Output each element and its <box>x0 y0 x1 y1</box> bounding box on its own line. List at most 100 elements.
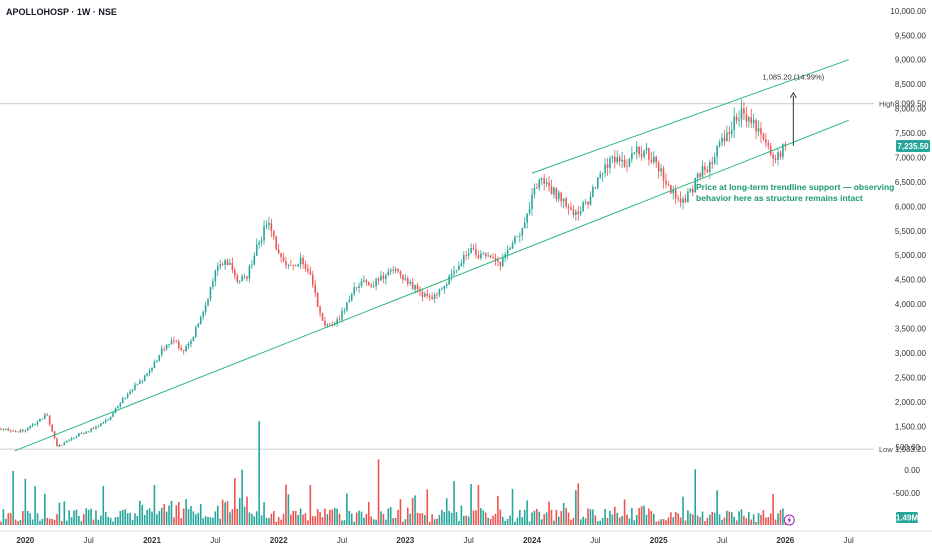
volume-bar <box>224 502 226 525</box>
volume-bar <box>117 516 119 525</box>
candle-body <box>226 260 229 265</box>
candle-body <box>380 275 382 281</box>
volume-bar <box>280 519 282 525</box>
volume-bar <box>599 520 602 525</box>
candle-body <box>58 445 61 447</box>
candle-body <box>216 266 219 271</box>
volume-bar <box>670 512 672 525</box>
volume-bar <box>61 520 63 525</box>
candle-body <box>655 156 658 163</box>
volume-bar <box>297 515 299 525</box>
volume-bar <box>277 517 280 525</box>
candle-body <box>304 264 307 269</box>
time-tick-label: 2026 <box>776 536 794 545</box>
lightning-glyph <box>787 516 792 524</box>
volume-bar <box>82 514 85 525</box>
candle-body <box>765 139 767 143</box>
candle-body <box>718 142 721 147</box>
volume-bar <box>265 517 268 525</box>
candle-body <box>246 276 248 279</box>
volume-bar <box>275 521 278 525</box>
candle-body <box>774 158 777 160</box>
candle-body <box>704 166 706 170</box>
price-tick-label: 2,500.00 <box>895 373 927 382</box>
grid-layer <box>0 103 874 450</box>
volume-bar <box>421 513 424 525</box>
volume-bar <box>645 514 648 525</box>
volume-bar <box>701 511 704 525</box>
volume-bar <box>767 517 770 525</box>
candle-body <box>97 426 100 427</box>
candle-body <box>219 264 222 267</box>
price-tick-label: 9,500.00 <box>895 31 927 40</box>
candle-body <box>280 253 282 258</box>
candle-body <box>107 419 109 421</box>
candle-body <box>594 186 597 188</box>
volume-bar <box>557 516 560 525</box>
candle-body <box>387 271 390 276</box>
volume-bar <box>360 511 363 525</box>
volume-bar <box>752 514 755 525</box>
volume-bar <box>745 518 748 525</box>
candle-body <box>684 198 687 203</box>
volume-bar <box>221 499 224 525</box>
candle-body <box>207 298 209 306</box>
candle-body <box>487 255 489 257</box>
candle-body <box>514 236 516 244</box>
volume-bar <box>282 514 285 525</box>
volume-bar <box>643 505 645 525</box>
candle-body <box>297 264 299 267</box>
volume-bar <box>385 519 387 525</box>
volume-tick-label: 500.00 <box>896 443 921 452</box>
candle-body <box>14 430 17 432</box>
candle-body <box>614 156 616 163</box>
volume-bar <box>134 513 136 525</box>
candle-body <box>12 430 14 432</box>
candle-body <box>24 430 27 432</box>
candle-body <box>633 152 636 154</box>
candle-body <box>85 431 88 434</box>
candle-body <box>782 144 784 157</box>
candle-body <box>241 276 243 282</box>
candle-body <box>779 152 782 157</box>
volume-bar <box>706 517 709 525</box>
volume-bar <box>640 506 643 525</box>
candle-body <box>694 178 697 193</box>
volume-bar <box>628 518 631 525</box>
candle-body <box>606 164 609 168</box>
candle-body <box>553 187 555 195</box>
candle-body <box>448 275 450 285</box>
candle-body <box>609 158 611 168</box>
volume-bar <box>667 517 670 525</box>
candle-body <box>531 194 533 209</box>
volume-bar <box>718 514 721 525</box>
price-axis[interactable]: 1,500.00 2,000.00 2,500.00 3,000.00 3,500.00… <box>879 7 930 523</box>
volume-bar <box>650 511 653 525</box>
time-axis[interactable]: 2020 Jul 2021 Jul 2022 Jul 2023 Jul 2024 Jul 2025 J… <box>0 530 932 545</box>
candle-body <box>39 418 41 422</box>
volume-bar <box>350 513 353 525</box>
volume-bar <box>394 517 397 525</box>
volume-bar <box>331 509 334 525</box>
time-tick-label: Jul <box>337 536 347 545</box>
candle-body <box>153 361 156 368</box>
high-label: High <box>879 100 894 109</box>
candle-body <box>709 162 711 172</box>
candle-body <box>148 370 151 374</box>
candle-body <box>599 173 602 178</box>
candle-body <box>367 282 370 286</box>
candle-body <box>270 222 273 231</box>
volume-bar <box>672 517 675 525</box>
candle-body <box>190 341 192 344</box>
volume-bar <box>73 510 75 525</box>
volume-bar <box>655 521 658 525</box>
candle-body <box>199 316 202 324</box>
volume-bar <box>606 517 609 525</box>
volume-bar <box>618 517 621 525</box>
volume-bar <box>355 512 358 525</box>
volume-bar <box>29 513 32 525</box>
candle-body <box>757 128 760 132</box>
candle-body <box>26 428 29 431</box>
volume-bar <box>314 516 317 525</box>
